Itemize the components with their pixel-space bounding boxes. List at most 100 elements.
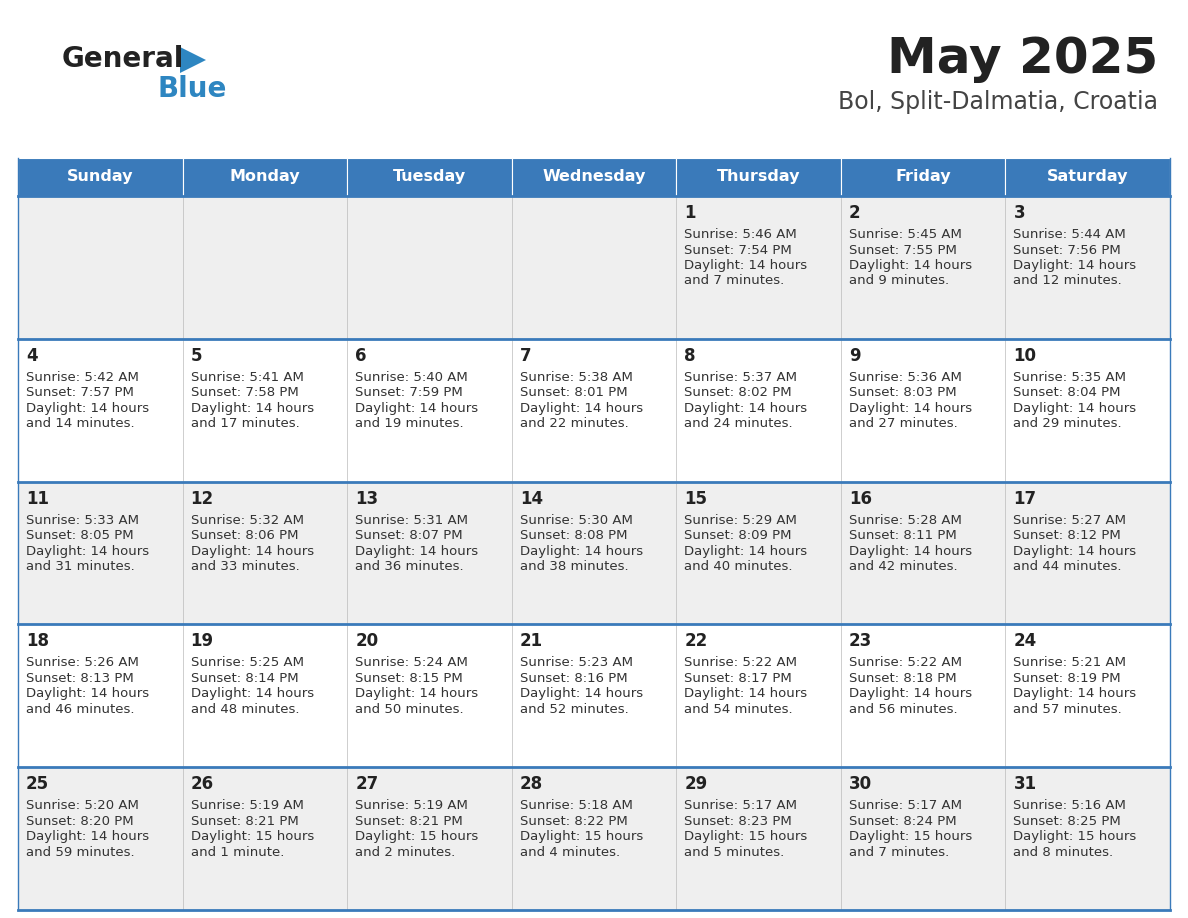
Text: Sunrise: 5:41 AM: Sunrise: 5:41 AM xyxy=(190,371,303,384)
Text: and 31 minutes.: and 31 minutes. xyxy=(26,560,134,573)
Text: and 56 minutes.: and 56 minutes. xyxy=(849,703,958,716)
Text: Sunset: 8:03 PM: Sunset: 8:03 PM xyxy=(849,386,956,399)
Text: and 5 minutes.: and 5 minutes. xyxy=(684,845,784,858)
Text: Sunset: 8:02 PM: Sunset: 8:02 PM xyxy=(684,386,792,399)
Text: and 38 minutes.: and 38 minutes. xyxy=(519,560,628,573)
Text: Tuesday: Tuesday xyxy=(393,170,466,185)
Text: and 44 minutes.: and 44 minutes. xyxy=(1013,560,1121,573)
Text: 16: 16 xyxy=(849,489,872,508)
Bar xyxy=(18,158,183,196)
Text: 22: 22 xyxy=(684,633,708,650)
Text: 23: 23 xyxy=(849,633,872,650)
Text: and 48 minutes.: and 48 minutes. xyxy=(190,703,299,716)
Text: Daylight: 15 hours: Daylight: 15 hours xyxy=(355,830,479,844)
Text: Daylight: 14 hours: Daylight: 14 hours xyxy=(355,544,479,557)
Bar xyxy=(18,482,1170,624)
Text: and 54 minutes.: and 54 minutes. xyxy=(684,703,792,716)
Polygon shape xyxy=(181,47,206,73)
Text: 26: 26 xyxy=(190,775,214,793)
Text: and 42 minutes.: and 42 minutes. xyxy=(849,560,958,573)
Text: Sunset: 8:23 PM: Sunset: 8:23 PM xyxy=(684,814,792,828)
Text: and 29 minutes.: and 29 minutes. xyxy=(1013,418,1121,431)
Text: Daylight: 14 hours: Daylight: 14 hours xyxy=(684,544,808,557)
Text: Daylight: 15 hours: Daylight: 15 hours xyxy=(190,830,314,844)
Text: Sunrise: 5:16 AM: Sunrise: 5:16 AM xyxy=(1013,800,1126,812)
Text: Sunrise: 5:42 AM: Sunrise: 5:42 AM xyxy=(26,371,139,384)
Bar xyxy=(841,158,1005,196)
Text: Sunset: 8:18 PM: Sunset: 8:18 PM xyxy=(849,672,956,685)
Text: Daylight: 14 hours: Daylight: 14 hours xyxy=(26,544,150,557)
Text: 25: 25 xyxy=(26,775,49,793)
Text: Sunset: 8:06 PM: Sunset: 8:06 PM xyxy=(190,529,298,543)
Text: and 27 minutes.: and 27 minutes. xyxy=(849,418,958,431)
Text: Daylight: 14 hours: Daylight: 14 hours xyxy=(849,688,972,700)
Text: Saturday: Saturday xyxy=(1047,170,1129,185)
Text: 29: 29 xyxy=(684,775,708,793)
Text: and 22 minutes.: and 22 minutes. xyxy=(519,418,628,431)
Text: Sunset: 8:17 PM: Sunset: 8:17 PM xyxy=(684,672,792,685)
Text: Sunset: 8:09 PM: Sunset: 8:09 PM xyxy=(684,529,791,543)
Text: May 2025: May 2025 xyxy=(886,35,1158,83)
Text: 17: 17 xyxy=(1013,489,1037,508)
Text: 14: 14 xyxy=(519,489,543,508)
Text: Daylight: 14 hours: Daylight: 14 hours xyxy=(190,544,314,557)
Text: 19: 19 xyxy=(190,633,214,650)
Text: Daylight: 14 hours: Daylight: 14 hours xyxy=(355,688,479,700)
Text: Daylight: 14 hours: Daylight: 14 hours xyxy=(190,688,314,700)
Text: Sunrise: 5:24 AM: Sunrise: 5:24 AM xyxy=(355,656,468,669)
Text: Daylight: 14 hours: Daylight: 14 hours xyxy=(1013,259,1137,272)
Text: 13: 13 xyxy=(355,489,378,508)
Text: and 8 minutes.: and 8 minutes. xyxy=(1013,845,1113,858)
Text: and 4 minutes.: and 4 minutes. xyxy=(519,845,620,858)
Text: Daylight: 14 hours: Daylight: 14 hours xyxy=(849,402,972,415)
Text: Sunset: 8:25 PM: Sunset: 8:25 PM xyxy=(1013,814,1121,828)
Text: 2: 2 xyxy=(849,204,860,222)
Text: 10: 10 xyxy=(1013,347,1036,364)
Text: 7: 7 xyxy=(519,347,531,364)
Text: Sunset: 8:11 PM: Sunset: 8:11 PM xyxy=(849,529,956,543)
Text: 6: 6 xyxy=(355,347,367,364)
Text: Sunrise: 5:17 AM: Sunrise: 5:17 AM xyxy=(849,800,962,812)
Text: and 33 minutes.: and 33 minutes. xyxy=(190,560,299,573)
Text: and 59 minutes.: and 59 minutes. xyxy=(26,845,134,858)
Bar xyxy=(18,767,1170,910)
Text: Sunset: 7:57 PM: Sunset: 7:57 PM xyxy=(26,386,134,399)
Text: Daylight: 14 hours: Daylight: 14 hours xyxy=(26,830,150,844)
Text: 1: 1 xyxy=(684,204,696,222)
Text: Sunset: 8:19 PM: Sunset: 8:19 PM xyxy=(1013,672,1121,685)
Text: General: General xyxy=(62,45,184,73)
Text: Sunset: 8:24 PM: Sunset: 8:24 PM xyxy=(849,814,956,828)
Text: 12: 12 xyxy=(190,489,214,508)
Text: Sunrise: 5:46 AM: Sunrise: 5:46 AM xyxy=(684,228,797,241)
Bar xyxy=(18,339,1170,482)
Text: and 24 minutes.: and 24 minutes. xyxy=(684,418,792,431)
Text: Daylight: 15 hours: Daylight: 15 hours xyxy=(1013,830,1137,844)
Text: Daylight: 14 hours: Daylight: 14 hours xyxy=(26,688,150,700)
Text: Daylight: 14 hours: Daylight: 14 hours xyxy=(26,402,150,415)
Text: Daylight: 14 hours: Daylight: 14 hours xyxy=(1013,544,1137,557)
Bar xyxy=(512,158,676,196)
Text: 28: 28 xyxy=(519,775,543,793)
Text: Sunrise: 5:19 AM: Sunrise: 5:19 AM xyxy=(355,800,468,812)
Text: Sunset: 7:55 PM: Sunset: 7:55 PM xyxy=(849,243,956,256)
Text: Daylight: 14 hours: Daylight: 14 hours xyxy=(190,402,314,415)
Text: 9: 9 xyxy=(849,347,860,364)
Text: 5: 5 xyxy=(190,347,202,364)
Bar xyxy=(676,158,841,196)
Text: Sunrise: 5:45 AM: Sunrise: 5:45 AM xyxy=(849,228,962,241)
Text: Daylight: 14 hours: Daylight: 14 hours xyxy=(849,544,972,557)
Text: Sunrise: 5:30 AM: Sunrise: 5:30 AM xyxy=(519,513,632,527)
Text: 30: 30 xyxy=(849,775,872,793)
Text: and 14 minutes.: and 14 minutes. xyxy=(26,418,134,431)
Text: and 7 minutes.: and 7 minutes. xyxy=(684,274,784,287)
Text: Daylight: 15 hours: Daylight: 15 hours xyxy=(849,830,972,844)
Text: and 9 minutes.: and 9 minutes. xyxy=(849,274,949,287)
Text: Sunrise: 5:23 AM: Sunrise: 5:23 AM xyxy=(519,656,633,669)
Text: Sunset: 8:16 PM: Sunset: 8:16 PM xyxy=(519,672,627,685)
Text: Sunset: 8:20 PM: Sunset: 8:20 PM xyxy=(26,814,133,828)
Text: Bol, Split-Dalmatia, Croatia: Bol, Split-Dalmatia, Croatia xyxy=(838,90,1158,114)
Bar xyxy=(347,158,512,196)
Text: Daylight: 15 hours: Daylight: 15 hours xyxy=(519,830,643,844)
Text: Sunrise: 5:28 AM: Sunrise: 5:28 AM xyxy=(849,513,962,527)
Text: Sunset: 8:13 PM: Sunset: 8:13 PM xyxy=(26,672,134,685)
